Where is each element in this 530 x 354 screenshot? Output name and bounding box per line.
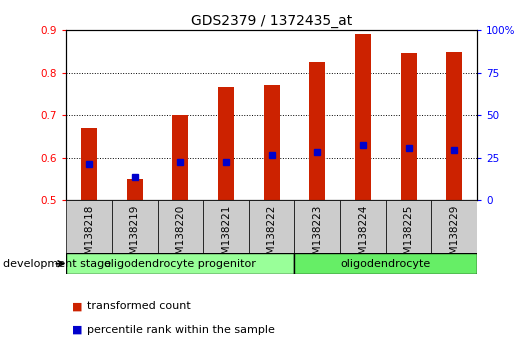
Text: transformed count: transformed count	[87, 301, 191, 311]
Text: GSM138225: GSM138225	[403, 204, 413, 268]
Bar	[81, 128, 97, 200]
Bar	[431, 200, 477, 253]
Text: GSM138220: GSM138220	[175, 204, 186, 268]
Text: GSM138218: GSM138218	[84, 204, 94, 268]
Bar	[112, 200, 157, 253]
Text: ■: ■	[72, 301, 82, 311]
Bar	[218, 87, 234, 200]
Text: development stage: development stage	[3, 259, 111, 269]
Bar	[386, 200, 431, 253]
Bar	[295, 200, 340, 253]
Bar	[66, 253, 295, 274]
Bar	[401, 53, 417, 200]
Text: GSM138219: GSM138219	[130, 204, 140, 268]
Text: oligodendrocyte: oligodendrocyte	[341, 259, 431, 269]
Text: GSM138221: GSM138221	[221, 204, 231, 268]
Bar	[340, 200, 386, 253]
Bar	[263, 85, 280, 200]
Text: ■: ■	[72, 325, 82, 335]
Bar	[172, 115, 188, 200]
Bar	[249, 200, 295, 253]
Text: percentile rank within the sample: percentile rank within the sample	[87, 325, 275, 335]
Bar	[203, 200, 249, 253]
Text: GSM138229: GSM138229	[449, 204, 459, 268]
Bar	[310, 62, 325, 200]
Bar	[127, 179, 143, 200]
Text: oligodendrocyte progenitor: oligodendrocyte progenitor	[104, 259, 257, 269]
Bar	[157, 200, 203, 253]
Title: GDS2379 / 1372435_at: GDS2379 / 1372435_at	[191, 14, 352, 28]
Bar	[446, 52, 462, 200]
Text: GSM138223: GSM138223	[312, 204, 322, 268]
Text: GSM138224: GSM138224	[358, 204, 368, 268]
Text: GSM138222: GSM138222	[267, 204, 277, 268]
Bar	[355, 34, 371, 200]
Bar	[295, 253, 477, 274]
Bar	[66, 200, 112, 253]
